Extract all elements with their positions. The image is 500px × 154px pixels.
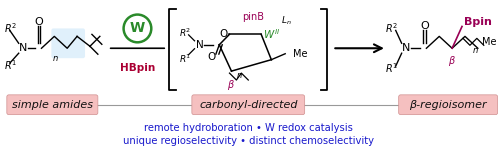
Text: n: n [52,54,58,63]
Text: HBpin: HBpin [120,63,155,73]
Text: $R^1$: $R^1$ [180,53,192,65]
Text: Me: Me [293,49,308,59]
Text: $R^1$: $R^1$ [385,61,398,75]
FancyBboxPatch shape [192,95,304,115]
Text: O: O [207,52,216,62]
Text: O: O [219,29,228,39]
Text: Me: Me [482,37,496,47]
Text: $R^2$: $R^2$ [4,22,17,35]
FancyBboxPatch shape [52,28,85,58]
Text: simple amides: simple amides [12,100,93,110]
Text: $W^{II}$: $W^{II}$ [263,27,280,41]
Text: O: O [420,21,429,31]
Text: $\beta$: $\beta$ [448,54,456,68]
Text: O: O [34,18,43,28]
Text: W: W [130,21,145,35]
Text: n: n [472,46,478,55]
Text: β-regioisomer: β-regioisomer [410,100,487,110]
Text: $R^1$: $R^1$ [4,58,17,72]
Text: N: N [196,40,203,50]
Text: Bpin: Bpin [464,16,492,26]
Text: $\beta$: $\beta$ [228,78,235,92]
Text: pinB: pinB [242,12,264,22]
FancyBboxPatch shape [7,95,98,115]
Text: N: N [402,43,410,53]
Text: unique regioselectivity • distinct chemoselectivity: unique regioselectivity • distinct chemo… [123,136,374,146]
Text: carbonyl-directed: carbonyl-directed [199,100,298,110]
Text: n: n [236,71,242,80]
Text: N: N [18,43,27,53]
Text: $R^2$: $R^2$ [180,27,192,39]
Text: $L_n$: $L_n$ [281,14,291,27]
Text: remote hydroboration • W redox catalysis: remote hydroboration • W redox catalysis [144,123,352,133]
Text: $R^2$: $R^2$ [385,22,398,35]
FancyBboxPatch shape [398,95,498,115]
